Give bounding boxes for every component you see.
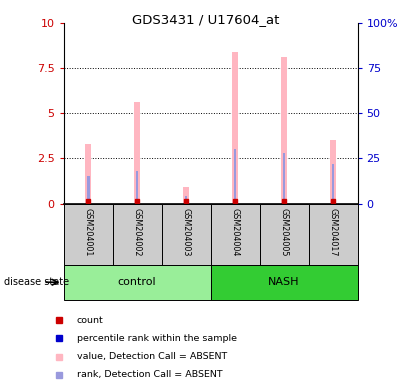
Text: count: count xyxy=(76,316,104,324)
Text: percentile rank within the sample: percentile rank within the sample xyxy=(76,334,237,343)
Bar xyxy=(134,103,140,204)
Bar xyxy=(87,177,90,204)
Bar xyxy=(330,141,336,204)
Bar xyxy=(183,187,189,204)
Bar xyxy=(64,204,113,265)
Text: rank, Detection Call = ABSENT: rank, Detection Call = ABSENT xyxy=(76,371,222,379)
Text: control: control xyxy=(118,277,157,287)
Bar xyxy=(234,149,236,204)
Bar xyxy=(185,196,187,204)
Text: GSM204001: GSM204001 xyxy=(84,209,93,257)
Bar xyxy=(64,265,211,300)
Text: value, Detection Call = ABSENT: value, Detection Call = ABSENT xyxy=(76,352,227,361)
Text: GSM204017: GSM204017 xyxy=(328,209,337,257)
Text: NASH: NASH xyxy=(268,277,300,287)
Bar xyxy=(85,144,91,204)
Bar xyxy=(260,204,309,265)
Bar xyxy=(211,265,358,300)
Bar xyxy=(136,171,139,204)
Bar xyxy=(211,204,260,265)
Text: GSM204003: GSM204003 xyxy=(182,209,191,257)
Bar xyxy=(281,57,287,204)
Text: disease state: disease state xyxy=(4,277,69,287)
Bar xyxy=(332,164,335,204)
Bar xyxy=(283,153,285,204)
Bar xyxy=(162,204,211,265)
Bar xyxy=(232,52,238,204)
Bar xyxy=(113,204,162,265)
Bar xyxy=(309,204,358,265)
Text: GSM204002: GSM204002 xyxy=(133,209,142,257)
Text: GDS3431 / U17604_at: GDS3431 / U17604_at xyxy=(132,13,279,26)
Text: GSM204005: GSM204005 xyxy=(279,209,289,257)
Text: GSM204004: GSM204004 xyxy=(231,209,240,257)
